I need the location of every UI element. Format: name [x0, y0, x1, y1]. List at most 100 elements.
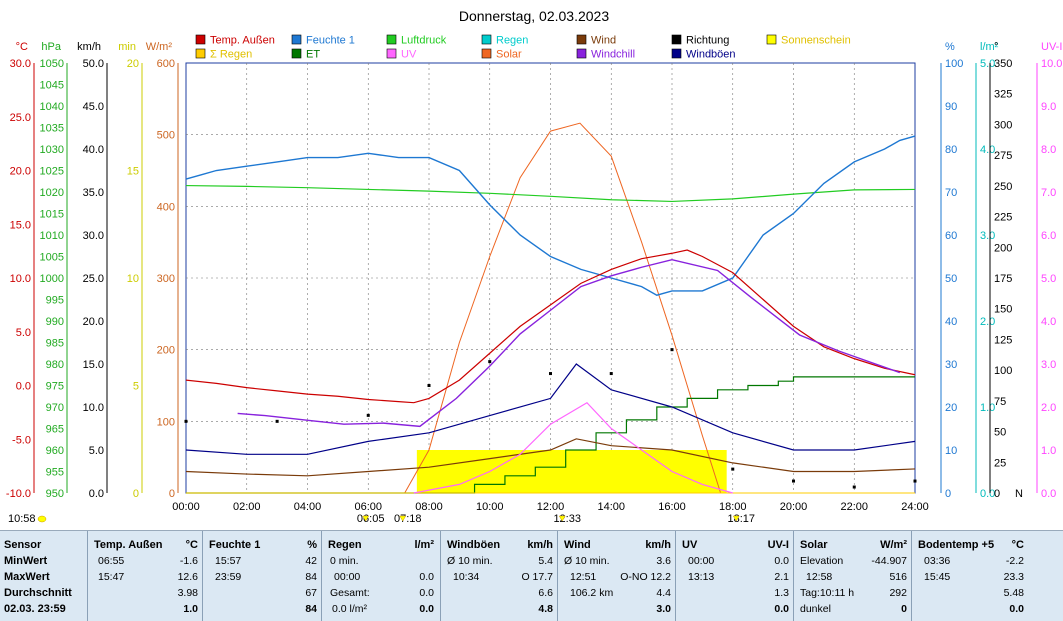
- legend-label: ET: [306, 49, 320, 61]
- axis-tick-label: 25.0: [83, 273, 104, 285]
- axis-tick-label: 20: [945, 402, 957, 414]
- stat-title: Feuchte 1: [209, 539, 261, 551]
- axis-tick-label: 8.0: [1041, 144, 1056, 156]
- axis-tick-label: 100: [157, 416, 175, 428]
- sun-markers: 10:58 06:05 07:18 12:33 18:17: [8, 513, 755, 525]
- series-richtung-point: [670, 348, 674, 352]
- stats-col-humidity: Feuchte 1 % 15:57 42 23:59 84 67 84: [202, 531, 321, 621]
- axis-tick-label: 965: [46, 424, 64, 436]
- axis-tick-label: 7.0: [1041, 187, 1056, 199]
- axis-tick-label: 10.0: [83, 402, 104, 414]
- axis-tick-label: 1015: [40, 209, 64, 221]
- x-tick-label: 10:00: [476, 501, 504, 513]
- series-richtung-point: [488, 360, 492, 364]
- stats-col-rain: Regen l/m² 0 min. 00:00 0.0 Gesamt: 0.0 …: [321, 531, 440, 621]
- legend-swatch: [386, 48, 397, 59]
- axis-tick-label: 3.0: [1041, 359, 1056, 371]
- series-uv: [413, 401, 733, 494]
- axis-unit-label: °C: [16, 41, 28, 53]
- stat-value: 4.4: [656, 587, 671, 599]
- axis-tick-label: 500: [157, 130, 175, 142]
- stat-value: 0.0: [419, 571, 434, 583]
- axis-tick-label: 30: [945, 359, 957, 371]
- legend-swatch: [195, 48, 206, 59]
- legend-label: Sonnenschein: [781, 35, 851, 47]
- axis-tick-label: 1045: [40, 80, 64, 92]
- axis-tick-label: 275: [994, 150, 1012, 162]
- axis-tick-label: 100: [994, 365, 1012, 377]
- axis-tick-label: 1.0: [980, 402, 995, 414]
- axis-unit-label: W/m²: [146, 41, 173, 53]
- stat-unit: °C: [185, 539, 198, 551]
- series-richtung-point: [549, 372, 552, 376]
- axis-tick-label: 50.0: [83, 58, 104, 70]
- sun-marker-icon: [399, 515, 407, 522]
- stat-value: O 17.7: [521, 571, 553, 583]
- series-feuchte-1: [185, 135, 916, 296]
- legend-swatch: [195, 34, 206, 45]
- axis-tick-label: 100: [945, 58, 963, 70]
- axis-tick-label: 980: [46, 359, 64, 371]
- x-tick-label: 12:00: [537, 501, 565, 513]
- axis-tick-label: 350: [994, 58, 1012, 70]
- legend-label: Windchill: [591, 49, 635, 61]
- series-wind: [185, 438, 916, 477]
- axis-tick-label: 2.0: [1041, 402, 1056, 414]
- series-layer: [184, 122, 917, 494]
- stat-unit: km/h: [527, 539, 553, 551]
- x-tick-label: 06:00: [354, 501, 382, 513]
- axis-unit-label: l/m²: [980, 41, 999, 53]
- stats-col-wind: Wind km/h Ø 10 min. 3.6 12:51 O-NO 12.2 …: [557, 531, 675, 621]
- stat-value: 5.4: [538, 555, 553, 567]
- stat-title: Windböen: [447, 539, 501, 551]
- stat-current: 0: [901, 603, 907, 615]
- axis-tick-label: 200: [157, 345, 175, 357]
- axis-tick-label: 20.0: [83, 316, 104, 328]
- stat-value: 292: [889, 587, 907, 599]
- marker-label: 12:33: [553, 513, 581, 525]
- series-richtung-point: [731, 467, 735, 471]
- axis-tick-label: 4.0: [980, 144, 995, 156]
- legend-swatch: [481, 34, 492, 45]
- axis-tick-label: 0.0: [89, 488, 104, 500]
- axis-tick-label: 975: [46, 381, 64, 393]
- axis-tick-label: 3.0: [980, 230, 995, 242]
- weather-chart: Donnerstag, 02.03.2023 Temp. Außen Feucht…: [6, 8, 1063, 525]
- series-richtung-point: [913, 479, 917, 483]
- series-richtung-point: [792, 479, 795, 483]
- axis-tick-label: 0.0: [980, 488, 995, 500]
- stat-value: 6.6: [538, 587, 553, 599]
- axis-tick-label: 45.0: [83, 101, 104, 113]
- axis-tick-label: 1025: [40, 166, 64, 178]
- legend-label: Luftdruck: [401, 35, 447, 47]
- axis-tick-label: 990: [46, 316, 64, 328]
- axis-tick-label: 20.0: [10, 166, 31, 178]
- stat-unit: °C: [1011, 539, 1024, 551]
- stat-title: Wind: [564, 539, 591, 551]
- stat-title: Regen: [328, 539, 362, 551]
- axis-tick-label: 985: [46, 338, 64, 350]
- axis-tick-label: 4.0: [1041, 316, 1056, 328]
- axis-tick-label: 25.0: [10, 112, 31, 124]
- legend-swatch: [291, 34, 302, 45]
- stat-row-label: MinWert: [4, 555, 48, 567]
- axis-tick-label: 50: [945, 273, 957, 285]
- stat-label: Tag:10:11 h: [800, 587, 855, 599]
- axis-tick-label: 1050: [40, 58, 64, 70]
- axis-unit-label: °: [994, 41, 998, 53]
- grid: [186, 63, 915, 493]
- stat-time: 00:00: [334, 571, 361, 583]
- axis-tick-label: 125: [994, 334, 1012, 346]
- axis-tick-label: 15.0: [10, 219, 31, 231]
- axis-unit-label: min: [118, 41, 136, 53]
- stat-label: Ø 10 min.: [447, 555, 493, 567]
- axis-tick-label: 5.0: [89, 445, 104, 457]
- x-tick-label: 20:00: [780, 501, 808, 513]
- axis-tick-label: 1040: [40, 101, 64, 113]
- legend-swatch: [671, 48, 682, 59]
- axis-tick-label: 70: [945, 187, 957, 199]
- axis-tick-label: 325: [994, 89, 1012, 101]
- axis-tick-label: 600: [157, 58, 175, 70]
- axis-unit-label: hPa: [41, 41, 61, 53]
